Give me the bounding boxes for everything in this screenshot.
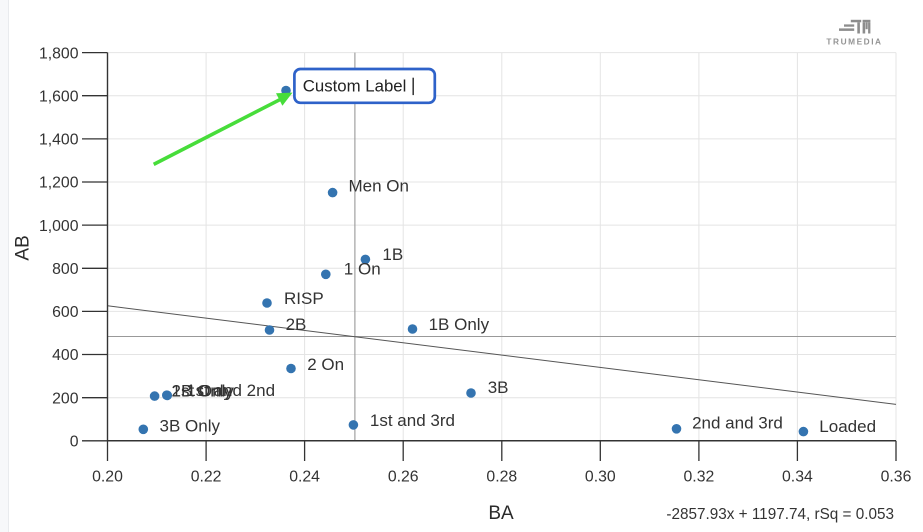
svg-text:400: 400 — [52, 347, 79, 364]
svg-text:2nd and 3rd: 2nd and 3rd — [692, 413, 783, 432]
svg-text:0.26: 0.26 — [388, 469, 419, 486]
svg-text:0.20: 0.20 — [92, 469, 123, 486]
svg-text:0.22: 0.22 — [191, 469, 222, 486]
svg-text:1,400: 1,400 — [39, 132, 79, 149]
svg-text:1st and 3rd: 1st and 3rd — [370, 411, 455, 430]
svg-text:0.36: 0.36 — [881, 469, 912, 486]
svg-text:2B: 2B — [286, 315, 307, 334]
svg-text:3B Only: 3B Only — [160, 416, 221, 435]
svg-text:200: 200 — [52, 390, 79, 407]
svg-text:1 On: 1 On — [344, 259, 381, 278]
svg-text:Loaded: Loaded — [819, 417, 876, 436]
svg-text:800: 800 — [52, 261, 79, 278]
svg-text:600: 600 — [52, 304, 79, 321]
svg-text:0.28: 0.28 — [486, 469, 517, 486]
svg-text:1,200: 1,200 — [39, 175, 79, 192]
svg-text:1B Only: 1B Only — [429, 315, 490, 334]
svg-text:2B Only: 2B Only — [172, 382, 233, 401]
svg-text:0.30: 0.30 — [585, 469, 616, 486]
svg-text:1st and 2nd: 1st and 2nd — [186, 381, 275, 400]
svg-text:RISP: RISP — [284, 289, 324, 308]
svg-text:Men On: Men On — [349, 176, 409, 195]
svg-text:1,800: 1,800 — [39, 45, 79, 62]
svg-text:0.34: 0.34 — [782, 469, 813, 486]
svg-text:2 On: 2 On — [307, 355, 344, 374]
svg-text:Custom Label: Custom Label — [303, 76, 407, 95]
svg-text:TRUMEDIA: TRUMEDIA — [826, 36, 882, 46]
svg-text:1B: 1B — [382, 245, 403, 264]
svg-text:3B: 3B — [488, 378, 509, 397]
svg-text:1,000: 1,000 — [39, 218, 79, 235]
svg-text:1st Only: 1st Only — [172, 381, 235, 400]
svg-text:0.32: 0.32 — [684, 469, 715, 486]
svg-text:0: 0 — [70, 434, 79, 451]
svg-text:AB: AB — [13, 235, 34, 260]
svg-text:BA: BA — [488, 503, 514, 524]
svg-text:1,600: 1,600 — [39, 88, 79, 105]
svg-text:0.24: 0.24 — [289, 469, 320, 486]
svg-text:-2857.93x + 1197.74, rSq = 0.0: -2857.93x + 1197.74, rSq = 0.053 — [666, 506, 894, 523]
